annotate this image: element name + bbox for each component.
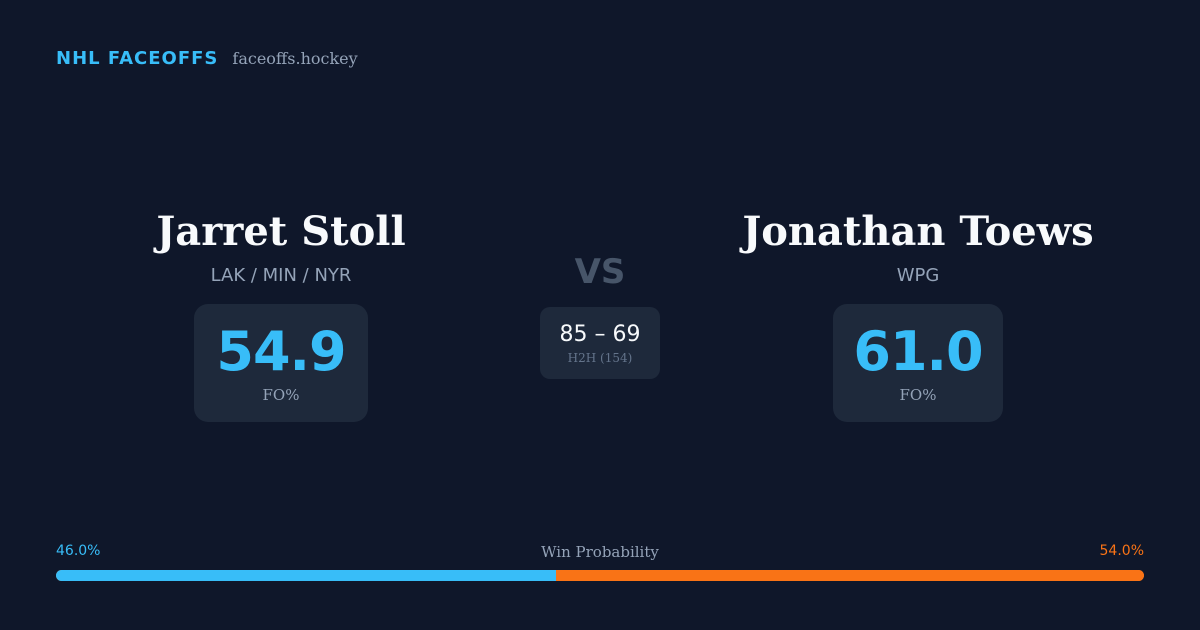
site-domain: faceoffs.hockey [232, 49, 358, 68]
brand-title: NHL FACEOFFS [56, 48, 219, 69]
win-probability-bar [56, 570, 1144, 581]
player-left-fo-value: 54.9 [216, 320, 346, 383]
h2h-label: H2H (154) [567, 351, 633, 365]
header: NHL FACEOFFS faceoffs.hockey [56, 48, 358, 69]
player-left: Jarret Stoll LAK / MIN / NYR 54.9 FO% [81, 206, 481, 422]
player-right-fo-card: 61.0 FO% [833, 304, 1003, 422]
win-probability-title: Win Probability [541, 543, 659, 561]
player-right-teams: WPG [896, 265, 940, 286]
player-left-name: Jarret Stoll [156, 208, 406, 255]
win-probability-bar-right [556, 570, 1144, 581]
win-probability-labels: 46.0% Win Probability 54.0% [56, 543, 1144, 563]
versus-label: VS [574, 252, 626, 292]
player-right-fo-label: FO% [899, 386, 937, 404]
player-left-fo-label: FO% [262, 386, 300, 404]
win-probability-left: 46.0% [56, 543, 101, 559]
win-probability-right: 54.0% [1099, 543, 1144, 559]
head-to-head-card: 85 – 69 H2H (154) [540, 307, 660, 379]
player-right: Jonathan Toews WPG 61.0 FO% [718, 206, 1118, 422]
player-left-fo-card: 54.9 FO% [194, 304, 368, 422]
win-probability-bar-left [56, 570, 557, 581]
player-right-name: Jonathan Toews [742, 208, 1094, 255]
player-left-teams: LAK / MIN / NYR [210, 265, 352, 286]
player-right-fo-value: 61.0 [853, 320, 983, 383]
h2h-score: 85 – 69 [559, 322, 641, 347]
